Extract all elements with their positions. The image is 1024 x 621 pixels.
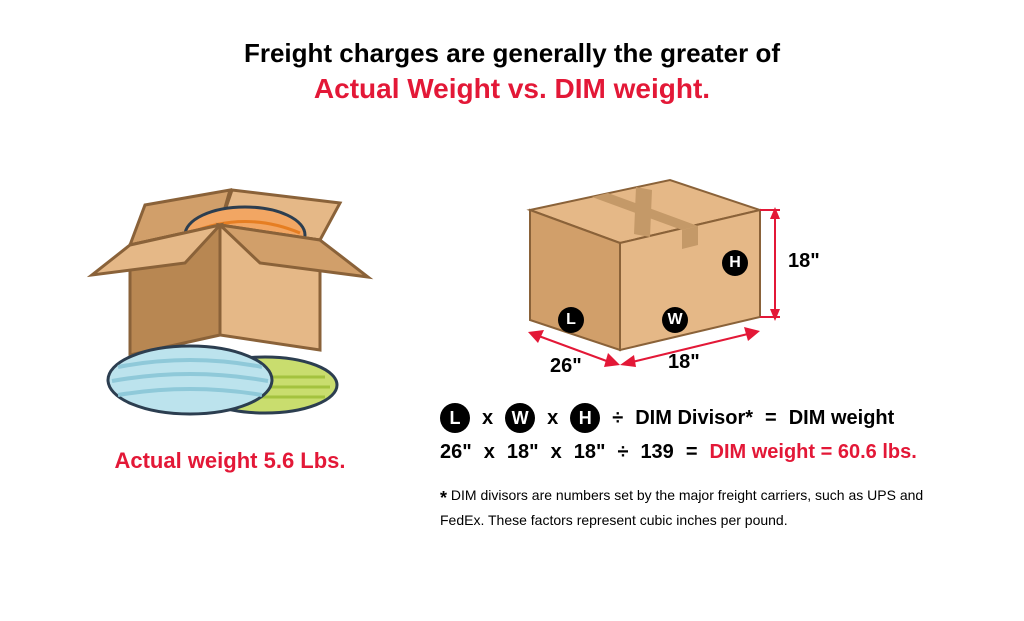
op-div-2: ÷ — [613, 441, 632, 464]
dim-w-group: W — [662, 307, 688, 333]
divisor-label: DIM Divisor* — [635, 407, 753, 430]
dim-weight-label: DIM weight — [789, 407, 895, 430]
header-line1: Freight charges are generally the greate… — [0, 38, 1024, 69]
formula-w-badge: W — [505, 403, 535, 433]
formula-h-badge: H — [570, 403, 600, 433]
dim-h-value: 18" — [788, 250, 820, 273]
op-mul-2: x — [543, 407, 562, 430]
header: Freight charges are generally the greate… — [0, 0, 1024, 105]
op-mul-3: x — [480, 441, 499, 464]
op-eq-1: = — [761, 407, 781, 430]
footnote: * DIM divisors are numbers set by the ma… — [440, 486, 960, 531]
formula-row-symbolic: L x W x H ÷ DIM Divisor* = DIM weight — [440, 403, 1000, 433]
footnote-text: DIM divisors are numbers set by the majo… — [440, 487, 923, 528]
left-panel: Actual weight 5.6 Lbs. — [60, 155, 400, 474]
formula-l-badge: L — [440, 403, 470, 433]
open-box-illustration — [70, 155, 390, 425]
dim-l-group: L — [558, 307, 584, 333]
header-line2: Actual Weight vs. DIM weight. — [0, 73, 1024, 105]
num-h: 18" — [574, 441, 606, 464]
divisor-value: 139 — [640, 441, 673, 464]
footnote-star: * — [440, 488, 447, 508]
formula-row-numeric: 26" x 18" x 18" ÷ 139 = DIM weight = 60.… — [440, 441, 1000, 464]
op-mul-4: x — [547, 441, 566, 464]
dim-h-badge: H — [722, 250, 748, 276]
dim-w-value: 18" — [668, 351, 700, 374]
op-eq-2: = — [682, 441, 702, 464]
closed-box-illustration: H 18" L 26" W 18" — [440, 155, 820, 385]
op-div-1: ÷ — [608, 407, 627, 430]
dim-h-group: H — [722, 250, 748, 276]
op-mul-1: x — [478, 407, 497, 430]
dim-weight-result: DIM weight = 60.6 lbs. — [710, 441, 917, 464]
dim-l-value: 26" — [550, 355, 582, 378]
actual-weight-label: Actual weight 5.6 Lbs. — [60, 448, 400, 474]
formula-area: L x W x H ÷ DIM Divisor* = DIM weight 26… — [440, 403, 1000, 464]
num-l: 26" — [440, 441, 472, 464]
num-w: 18" — [507, 441, 539, 464]
right-panel: H 18" L 26" W 18" L x W x H ÷ DIM Diviso… — [440, 155, 1000, 531]
dim-l-badge: L — [558, 307, 584, 333]
dim-w-badge: W — [662, 307, 688, 333]
